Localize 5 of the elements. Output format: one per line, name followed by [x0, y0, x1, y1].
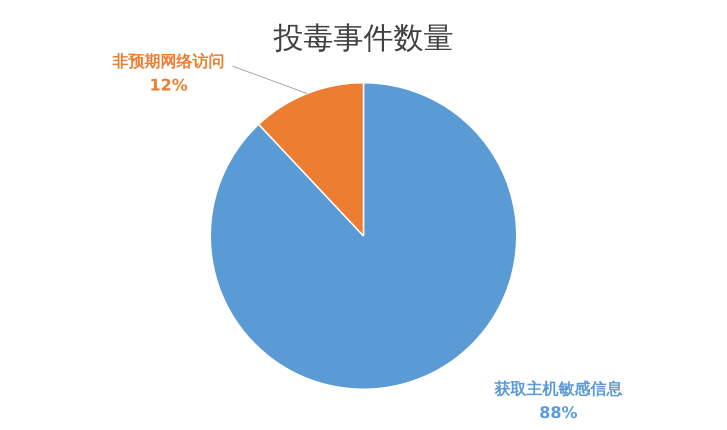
slice-label: 非预期网络访问 — [112, 51, 225, 70]
chart-title: 投毒事件数量 — [272, 20, 454, 56]
data-label: 12% — [149, 75, 188, 94]
slice-label: 获取主机敏感信息 — [493, 379, 624, 398]
data-label: 88% — [539, 403, 578, 422]
